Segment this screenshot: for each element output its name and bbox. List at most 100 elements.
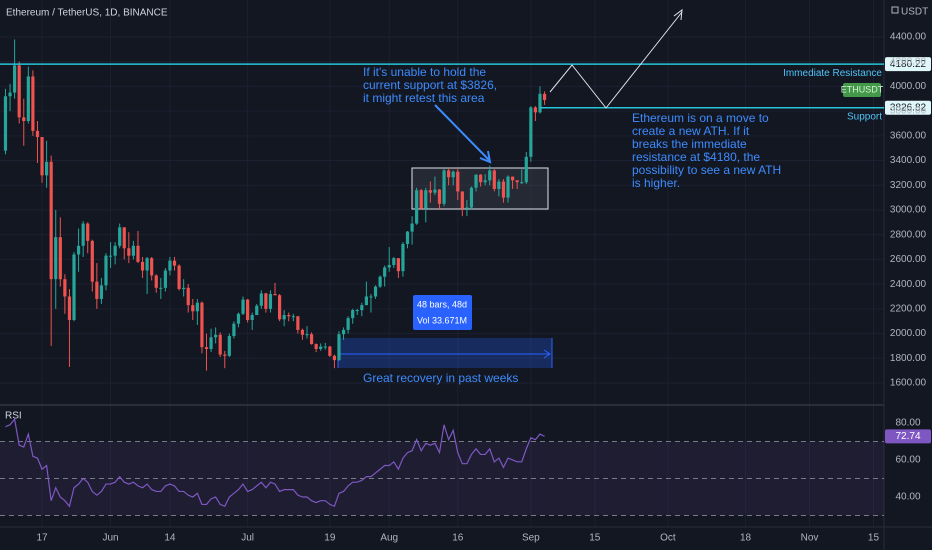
candle-body — [214, 334, 218, 338]
candle-body — [469, 187, 474, 208]
candle-body — [72, 254, 76, 320]
candle-body — [154, 275, 158, 288]
candle-body — [195, 302, 199, 312]
note-arrowhead — [479, 150, 492, 164]
rsi-label: RSI — [5, 411, 22, 422]
candle-body — [186, 287, 190, 306]
candle-body — [360, 305, 364, 311]
candle-body — [369, 296, 373, 298]
candle-body — [140, 261, 145, 271]
symbol-name: ETHUSDT — [841, 84, 884, 94]
candle-body — [76, 245, 81, 255]
y-tick-label: 2400.00 — [890, 279, 927, 290]
candle-body — [419, 190, 423, 209]
candle-body — [273, 294, 277, 296]
candle-body — [305, 334, 309, 336]
candle-body — [415, 190, 419, 224]
candle-body — [510, 176, 515, 181]
x-tick-label: Nov — [801, 533, 819, 544]
candle-body — [90, 240, 94, 282]
range-arrowhead — [543, 349, 551, 359]
candle-body — [309, 334, 314, 345]
candle-body — [95, 281, 99, 299]
candle-body — [314, 344, 318, 350]
range-tooltip — [413, 295, 472, 330]
x-tick-label: Sep — [522, 533, 540, 544]
x-tick-label: 16 — [452, 533, 464, 544]
level-name: Immediate Resistance — [783, 68, 882, 79]
note-text: is higher. — [632, 176, 680, 190]
candle-body — [433, 189, 437, 193]
x-tick-label: Oct — [660, 533, 676, 544]
y-tick-label: 2800.00 — [890, 229, 927, 240]
candle-body — [300, 329, 305, 335]
candle-body — [200, 302, 204, 348]
candle-body — [159, 287, 163, 289]
candle-body — [122, 227, 126, 249]
candle-body — [241, 299, 245, 314]
candle-body — [209, 337, 213, 350]
candle-body — [150, 258, 154, 276]
candle-body — [113, 245, 117, 256]
candle-body — [277, 295, 282, 320]
candle-body — [533, 107, 538, 113]
range-bars: 48 bars, 48d — [417, 299, 467, 309]
candle-body — [31, 76, 35, 131]
candle-body — [520, 182, 524, 184]
candle-body — [492, 170, 496, 189]
rsi-tick-label: 60.00 — [895, 455, 920, 466]
candle-body — [364, 296, 368, 306]
candle-body — [54, 237, 58, 280]
axes: 1600.00 1800.00 2000.00 2200.00 2400.00 2600.… — [36, 32, 926, 544]
note-arrow — [434, 104, 490, 161]
candle-body — [506, 176, 510, 198]
rsi-panel: 40.00 60.00 80.00 72.74 — [0, 418, 931, 517]
candle-body — [538, 93, 542, 113]
level-tag — [885, 57, 931, 72]
candle-body — [223, 354, 227, 356]
grid — [0, 0, 884, 527]
y-tick-label: 4400.00 — [890, 32, 927, 43]
candle-body — [35, 130, 40, 138]
candle-body — [460, 191, 464, 209]
candle-body — [3, 96, 8, 151]
candle-body — [204, 347, 209, 350]
symbol-tag — [843, 82, 881, 97]
candle-body — [355, 310, 359, 312]
candle-body — [218, 334, 222, 355]
y-tick-label: 3800.00 — [890, 106, 927, 117]
level-value: 4180.22 — [890, 59, 927, 70]
candle-body — [319, 346, 323, 350]
candle-body — [182, 287, 186, 290]
candle-body — [136, 245, 140, 262]
candle-body — [479, 174, 483, 183]
candle-body — [232, 323, 236, 337]
note-text: breaks the immediate — [632, 137, 747, 151]
note-text: possibility to see a new ATH — [632, 163, 781, 177]
candle-body — [255, 305, 259, 316]
candle-body — [428, 190, 432, 193]
rsi-value-tag — [885, 429, 931, 444]
candle-body — [163, 270, 167, 288]
x-tick-label: 17 — [36, 533, 48, 544]
candle-body — [268, 294, 273, 309]
candle-body — [287, 315, 291, 317]
candle-body — [86, 223, 90, 241]
candles — [3, 39, 547, 371]
candle-body — [383, 267, 387, 277]
range-volume: Vol 33.671M — [417, 315, 467, 325]
y-tick-label: 2600.00 — [890, 254, 927, 265]
note-text: it might retest this area — [363, 91, 485, 105]
y-tick-label: 3200.00 — [890, 180, 927, 191]
y-tick-label: 1800.00 — [890, 353, 927, 364]
candle-body — [451, 171, 455, 178]
candle-body — [542, 93, 547, 100]
candle-body — [392, 258, 396, 265]
candle-body — [127, 248, 131, 256]
candle-body — [108, 255, 113, 257]
candle-body — [488, 170, 492, 181]
candle-body — [351, 310, 355, 319]
